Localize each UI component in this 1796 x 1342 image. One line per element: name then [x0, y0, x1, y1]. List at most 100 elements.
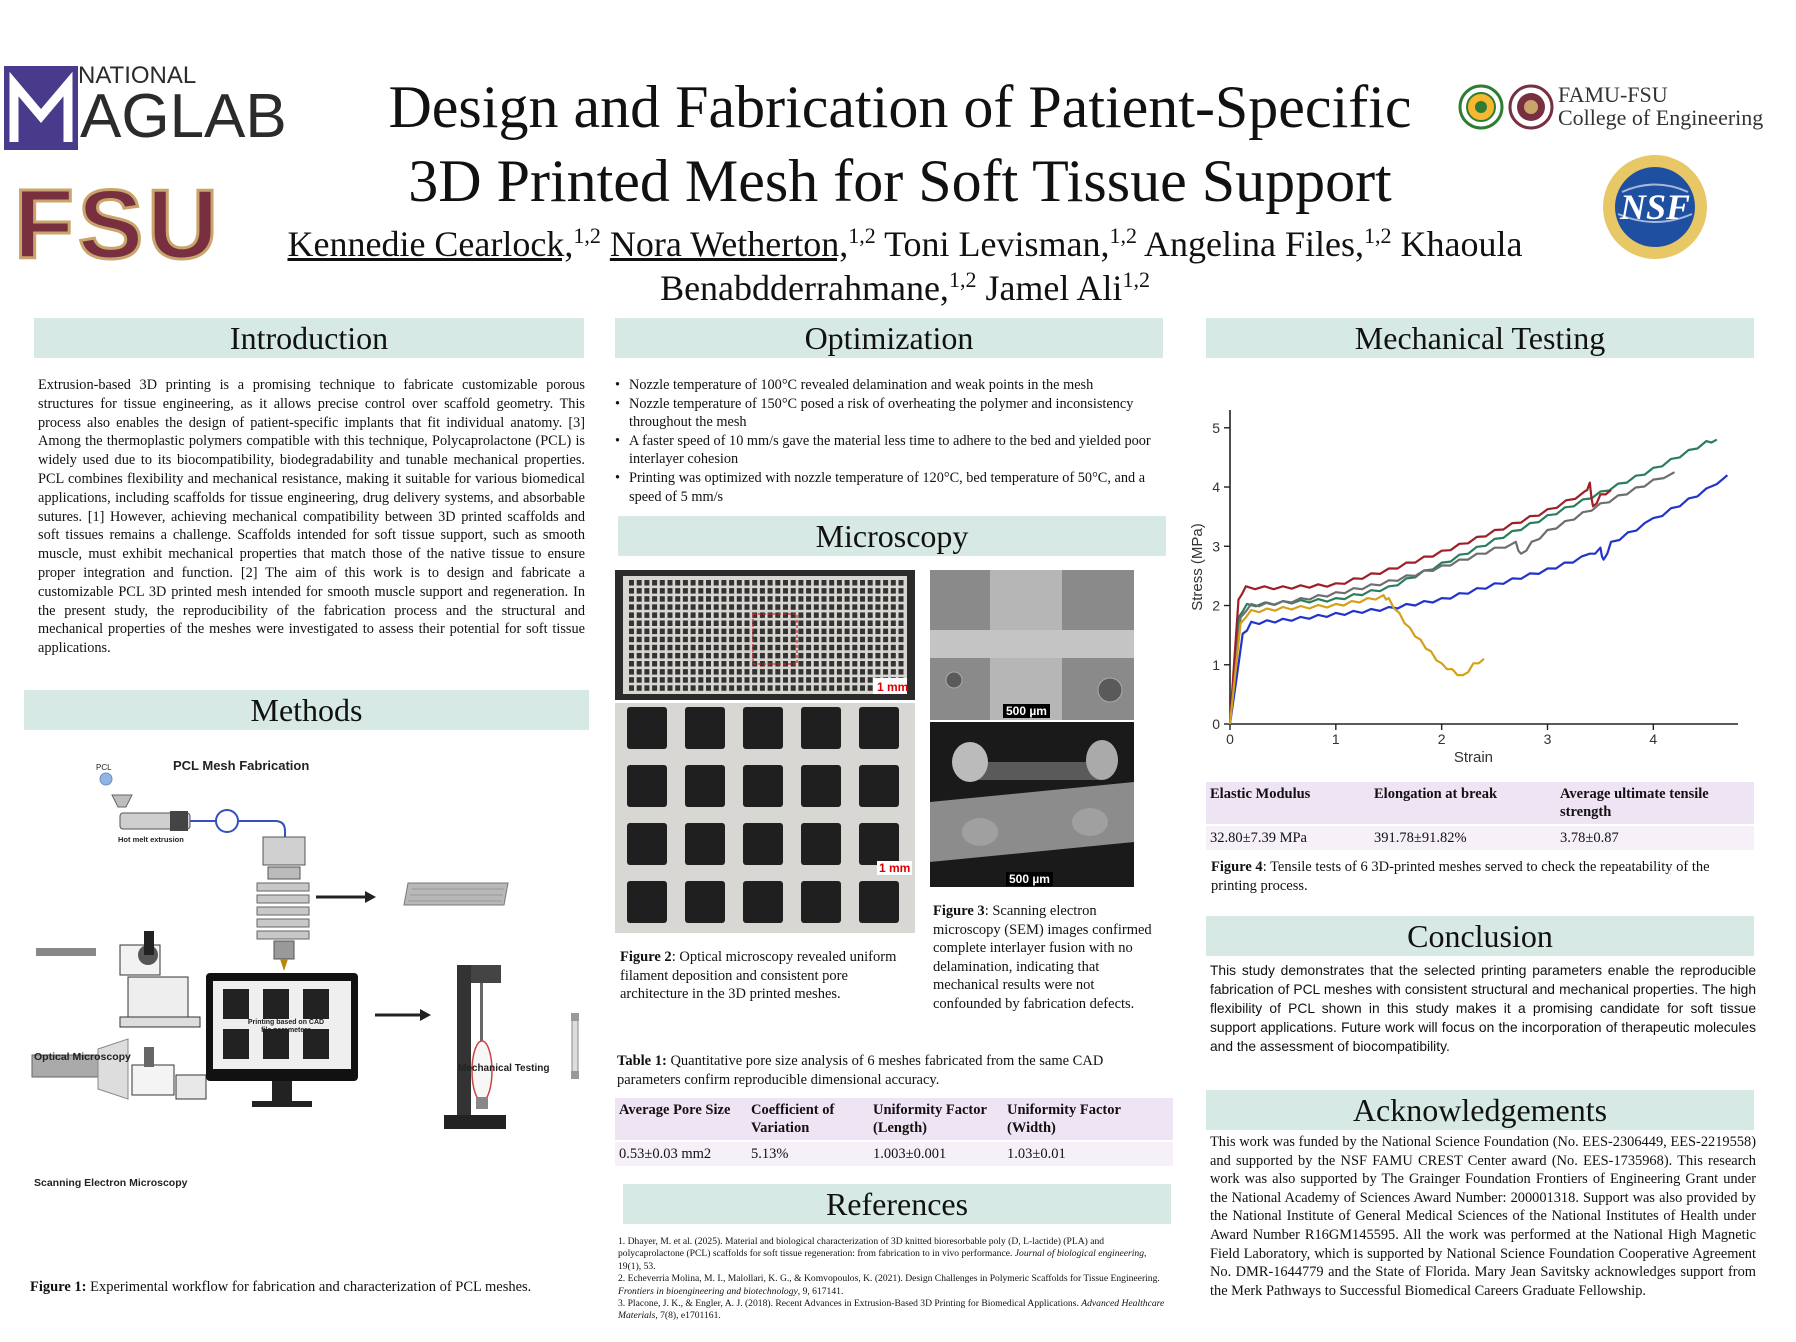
y-tick-label: 1: [1212, 657, 1220, 673]
table-1-text: Quantitative pore size analysis of 6 mes…: [617, 1053, 1104, 1088]
famu-fsu-line1: FAMU-FSU: [1558, 82, 1668, 107]
fabrication-diagram: [31, 772, 579, 1129]
optimization-item: Nozzle temperature of 150°C posed a risk…: [615, 395, 1165, 432]
pore-size-table: Average Pore Size Coefficient of Variati…: [615, 1098, 1173, 1166]
references-list: 1. Dhayer, M. et al. (2025). Material an…: [618, 1236, 1170, 1323]
introduction-text: Extrusion-based 3D printing is a promisi…: [38, 377, 585, 657]
filament-spool-icon: [215, 809, 239, 833]
sem-bottom-image: [930, 722, 1134, 887]
scale-bar-1mm-bottom: 1 mm: [877, 861, 913, 875]
maglab-logo: NATIONAL AGLAB: [4, 62, 309, 152]
table-header-cell: Uniformity Factor (Width): [1003, 1098, 1173, 1142]
author-name: Angelina Files,1,2: [1144, 223, 1392, 264]
stress-strain-chart: 0 1 2 3 4 0 1 2 3 4 5 Strain Stress (MPa): [1189, 410, 1738, 766]
famu-fsu-line2: College of Engineering: [1558, 105, 1764, 130]
nsf-logo: NSF: [1600, 152, 1710, 262]
conclusion-text: This study demonstrates that the selecte…: [1210, 963, 1756, 1054]
table-header-cell: Average Pore Size: [615, 1098, 747, 1142]
table-header-cell: Elastic Modulus: [1206, 782, 1370, 826]
table-header-row: Average Pore Size Coefficient of Variati…: [615, 1098, 1173, 1142]
figure-3-label: Figure 3: [933, 903, 985, 919]
series-line: [1228, 474, 1729, 725]
acknowledgements-heading: Acknowledgements: [1206, 1090, 1754, 1130]
mechanical-properties-table: Elastic Modulus Elongation at break Aver…: [1206, 782, 1754, 850]
heatsink-icon: [256, 882, 310, 940]
figure-3-caption: Figure 3: Scanning electron microscopy (…: [933, 902, 1153, 1014]
mesh-zoom-image: [627, 707, 899, 923]
optical-image-zoom: 1 mm: [615, 703, 915, 933]
author-name: Khaoula Benabdderrahmane,1,2: [660, 224, 1523, 308]
sem-top-image: [930, 570, 1134, 720]
methods-heading: Methods: [24, 690, 589, 730]
author-list: Kennedie Cearlock,1,2 Nora Wetherton,1,2…: [230, 222, 1580, 310]
printing-cad-label: Printing based on CAD file parameters: [236, 1019, 336, 1035]
reference-item: 1. Dhayer, M. et al. (2025). Material an…: [618, 1236, 1147, 1272]
author-name: Kennedie Cearlock,1,2: [287, 223, 601, 264]
table-header-cell: Uniformity Factor (Length): [869, 1098, 1003, 1142]
x-tick-label: 0: [1226, 731, 1234, 747]
figure-2-caption: Figure 2: Optical microscopy revealed un…: [620, 948, 900, 1004]
table-header-cell: Coefficient of Variation: [747, 1098, 869, 1142]
sem-icon: [31, 1038, 207, 1100]
table-1-caption: Table 1: Quantitative pore size analysis…: [617, 1052, 1157, 1089]
x-tick-label: 2: [1438, 731, 1446, 747]
scale-bar-500um-top: 500 µm: [1003, 704, 1050, 718]
microscopy-heading: Microscopy: [618, 516, 1166, 556]
optical-image-full-mesh: 1 mm: [615, 570, 915, 700]
figure-4-caption: Figure 4: Tensile tests of 6 3D-printed …: [1211, 858, 1756, 895]
x-tick-label: 4: [1649, 731, 1657, 747]
microscope-icon: [36, 931, 201, 1028]
table-cell: 1.003±0.001: [869, 1141, 1003, 1166]
hot-melt-label: Hot melt extrusion: [118, 835, 184, 844]
table-header-cell: Average ultimate tensile strength: [1556, 782, 1754, 826]
y-tick-label: 5: [1212, 420, 1220, 436]
y-tick-label: 0: [1212, 716, 1220, 732]
acknowledgements-text: This work was funded by the National Sci…: [1210, 1134, 1756, 1299]
table-cell: 5.13%: [747, 1141, 869, 1166]
reference-item: 3. Placone, J. K., & Engler, A. J. (2018…: [618, 1298, 1165, 1322]
maglab-m-icon: [4, 66, 78, 150]
printing-cad-line1: Printing based on CAD: [247, 1019, 325, 1026]
sem-image-top: 500 µm: [930, 570, 1134, 720]
printing-cad-line2: file parameters: [261, 1027, 311, 1034]
reference-item: 2. Echeverria Molina, M. I., Malollari, …: [618, 1273, 1160, 1297]
y-axis-label: Stress (MPa): [1189, 523, 1206, 611]
author-name: Nora Wetherton,1,2: [609, 223, 876, 264]
maglab-aglab-text: AGLAB: [80, 82, 287, 151]
famu-seal-icon: [1458, 84, 1504, 130]
optical-microscopy-label: Optical Microscopy: [34, 1051, 131, 1063]
series-line: [1228, 438, 1718, 725]
fsu-seal-icon: [1508, 84, 1554, 130]
maglab-national-text: NATIONAL: [78, 62, 197, 89]
table-cell: 3.78±0.87: [1556, 825, 1754, 850]
sem-image-bottom: 500 µm: [930, 722, 1134, 887]
figure-4-label: Figure 4: [1211, 859, 1263, 875]
pcl-label: PCL: [96, 763, 112, 772]
table-cell: 0.53±0.03 mm2: [615, 1141, 747, 1166]
x-tick-label: 3: [1544, 731, 1552, 747]
workflow-diagram: PCL Mesh Fabrication PCL: [20, 745, 590, 1265]
mechanical-testing-label: Mechanical Testing: [458, 1063, 550, 1074]
figure-4-text: : Tensile tests of 6 3D-printed meshes s…: [1211, 859, 1710, 894]
table-header-row: Elastic Modulus Elongation at break Aver…: [1206, 782, 1754, 826]
figure-3-text: : Scanning electron microscopy (SEM) ima…: [933, 903, 1152, 1012]
figure-2-label: Figure 2: [620, 949, 672, 965]
hopper-icon: [111, 794, 133, 808]
mesh-result-icon: [403, 882, 509, 906]
monitor-icon: [206, 973, 358, 1107]
table-cell: 32.80±7.39 MPa: [1206, 825, 1370, 850]
optimization-heading: Optimization: [615, 318, 1163, 358]
mechanical-testing-heading: Mechanical Testing: [1206, 318, 1754, 358]
references-heading: References: [623, 1184, 1171, 1224]
y-tick-label: 3: [1212, 538, 1220, 554]
y-tick-label: 4: [1212, 479, 1220, 495]
series-line: [1228, 481, 1612, 725]
series-line: [1228, 594, 1485, 725]
author-name: Jamel Ali1,2: [985, 267, 1150, 308]
mesh-grid-image: [623, 576, 907, 694]
fsu-logo: FSU: [13, 174, 222, 275]
pcl-pellet-icon: [99, 772, 113, 786]
famu-fsu-logo: FAMU-FSU College of Engineering: [1458, 84, 1778, 134]
optimization-list: Nozzle temperature of 100°C revealed del…: [615, 376, 1165, 506]
table-header-cell: Elongation at break: [1370, 782, 1556, 826]
